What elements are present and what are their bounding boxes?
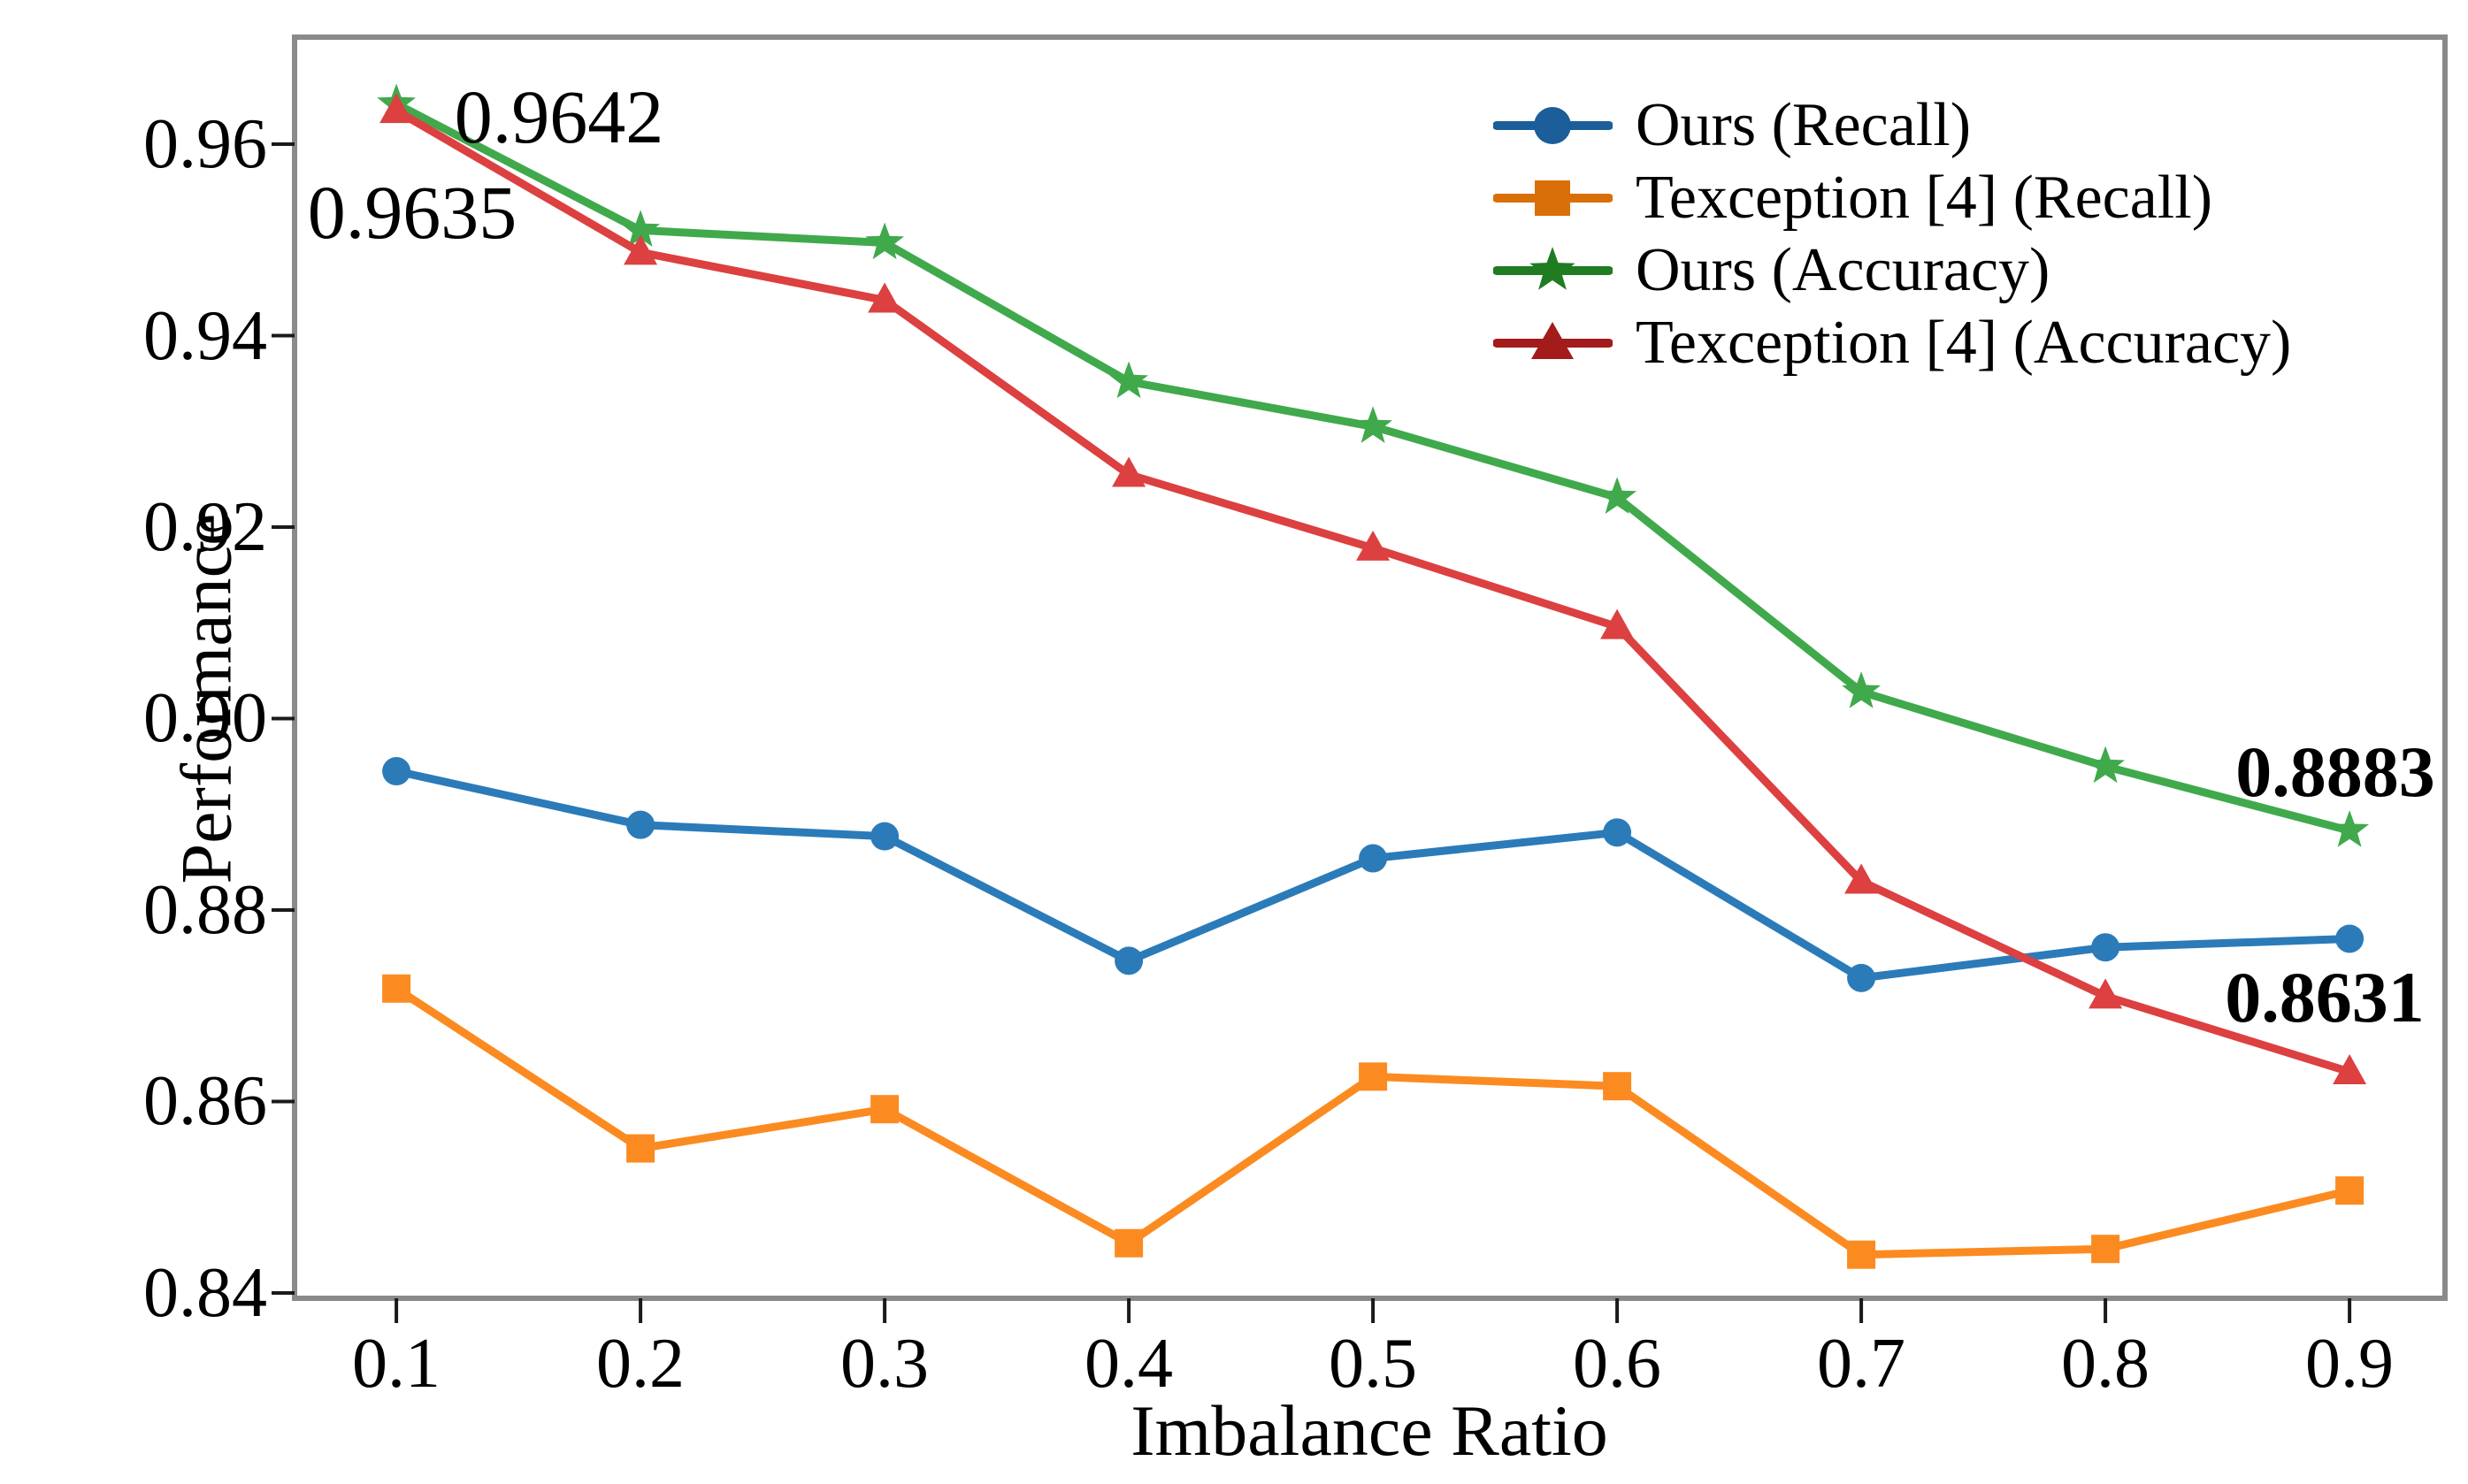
data-point-marker	[1115, 946, 1144, 975]
legend-item: Ours (Recall)	[1493, 89, 2291, 162]
data-point-marker	[621, 210, 660, 247]
data-point-marker	[868, 282, 902, 313]
data-point-marker	[626, 1134, 655, 1163]
y-tick-label: 0.86	[143, 1062, 267, 1140]
legend-item: Ours (Accuracy)	[1493, 234, 2291, 307]
data-point-marker	[624, 234, 658, 265]
star-legend-marker-icon	[1493, 247, 1613, 290]
data-point-marker	[2335, 924, 2365, 953]
legend-label: Texception [4] (Accuracy)	[1636, 309, 2292, 377]
data-point-marker	[1353, 406, 1392, 443]
y-tick-label: 0.94	[143, 297, 267, 375]
y-tick-label: 0.88	[143, 871, 267, 949]
y-tick-label: 0.90	[143, 679, 267, 757]
square-legend-marker-icon	[1493, 180, 1613, 216]
x-tick-label: 0.7	[1817, 1325, 1905, 1403]
data-point-marker	[1356, 530, 1391, 561]
data-point-marker	[870, 822, 900, 851]
x-tick-label: 0.4	[1085, 1325, 1173, 1403]
legend-item: Texception [4] (Accuracy)	[1493, 307, 2291, 379]
data-point-marker	[1598, 477, 1636, 514]
data-point-marker	[1603, 818, 1632, 847]
data-point-marker	[1600, 608, 1635, 639]
data-point-marker	[1109, 361, 1148, 399]
data-point-marker	[382, 757, 411, 786]
data-point-marker	[2335, 1176, 2365, 1205]
x-tick-label: 0.3	[840, 1325, 929, 1403]
series-line	[392, 767, 2354, 983]
x-tick-label: 0.8	[2061, 1325, 2150, 1403]
data-point-marker	[1603, 1072, 1632, 1101]
x-axis-title: Imbalance Ratio	[1131, 1390, 1608, 1471]
value-annotation: 0.9635	[307, 170, 517, 255]
data-point-marker	[870, 1095, 900, 1124]
x-tick-label: 0.9	[2305, 1325, 2394, 1403]
y-tick-label: 0.96	[143, 105, 267, 183]
circle-legend-marker-icon	[1493, 107, 1613, 144]
data-point-marker	[1847, 1240, 1876, 1269]
y-tick-label: 0.84	[143, 1254, 267, 1332]
triangle-legend-marker-icon	[1493, 322, 1613, 359]
data-point-marker	[1112, 456, 1146, 487]
legend-label: Ours (Accuracy)	[1636, 236, 2050, 304]
data-point-marker	[382, 974, 411, 1003]
data-point-marker	[1359, 1062, 1388, 1091]
data-point-marker	[2091, 933, 2120, 962]
data-point-marker	[865, 222, 904, 260]
data-point-marker	[1844, 863, 1879, 894]
data-point-marker	[2091, 1235, 2120, 1264]
data-point-marker	[2330, 810, 2369, 847]
legend-label: Ours (Recall)	[1636, 91, 1972, 159]
data-point-marker	[2333, 1053, 2367, 1084]
value-annotation: 0.8631	[2225, 957, 2425, 1037]
y-tick-label: 0.92	[143, 488, 267, 566]
series-line	[392, 984, 2354, 1259]
data-point-marker	[1847, 963, 1876, 992]
value-annotation: 0.8883	[2235, 731, 2435, 812]
data-point-marker	[2086, 746, 2125, 784]
x-tick-label: 0.6	[1573, 1325, 1661, 1403]
data-point-marker	[1115, 1228, 1144, 1258]
x-tick-label: 0.2	[596, 1325, 685, 1403]
value-annotation: 0.9642	[454, 74, 664, 159]
x-tick-label: 0.5	[1329, 1325, 1417, 1403]
data-point-marker	[1359, 844, 1388, 873]
legend-label: Texception [4] (Recall)	[1636, 164, 2213, 232]
data-point-marker	[2089, 978, 2123, 1009]
legend: Ours (Recall) Texception [4] (Recall) Ours…	[1493, 89, 2291, 379]
data-point-marker	[379, 93, 414, 124]
legend-item: Texception [4] (Recall)	[1493, 162, 2291, 234]
data-point-marker	[626, 810, 655, 839]
plot-frame	[292, 34, 2448, 1301]
data-point-marker	[1842, 671, 1881, 708]
x-tick-label: 0.1	[352, 1325, 441, 1403]
